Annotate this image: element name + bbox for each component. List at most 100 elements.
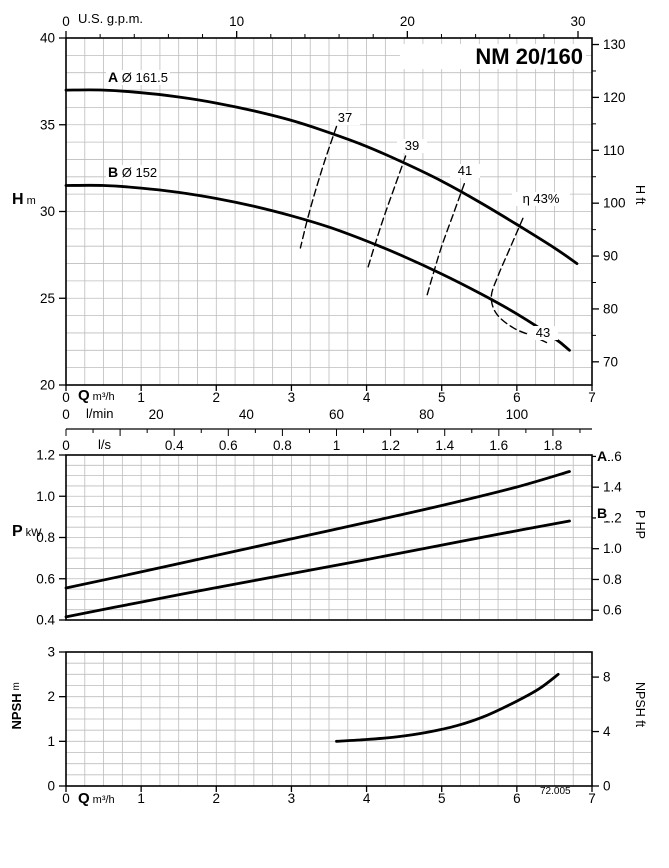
power-hp-tick-label: 0.6: [603, 603, 622, 618]
flow-axis-unit-bottom: m³/h: [92, 794, 115, 806]
q-tick-label: 7: [588, 791, 596, 806]
power-axis-unit: kW: [25, 527, 42, 539]
head-ft-tick-label: 130: [603, 37, 626, 52]
power-kw-tick-label: 0.6: [36, 571, 55, 586]
q-tick-label: 5: [438, 390, 446, 405]
q-tick-label: 1: [137, 791, 145, 806]
curve-a-letter: A: [108, 69, 119, 85]
npsh-chart: 0 1 2 3 0 4 8 0 1 2 3 4 5 6 7: [47, 645, 611, 807]
head-ft-tick-label: 90: [603, 249, 618, 264]
npsh-m-tick-label: 3: [47, 645, 55, 660]
flow-axis-symbol: Q: [78, 387, 90, 404]
power-kw-tick-label: 0.4: [36, 613, 55, 628]
power-curve-A: [64, 470, 571, 590]
q-tick-label: 6: [513, 390, 521, 405]
power-kw-tick-label: 1.2: [36, 448, 55, 463]
curve-a-label: A Ø 161.5: [106, 69, 171, 85]
power-hp-tick-label: 1.0: [603, 541, 622, 556]
lmin-tick-label: 80: [419, 407, 434, 422]
curve-b-diameter: Ø 152: [121, 165, 158, 180]
efficiency-line-37: [299, 125, 338, 249]
head-axis-symbol: H: [12, 191, 24, 208]
q-tick-label: 3: [288, 390, 296, 405]
gpm-tick-label: 10: [229, 14, 244, 29]
npsh-axis-label: NPSH m: [9, 682, 24, 729]
q-tick-label: 7: [588, 390, 596, 405]
head-m-tick-label: 20: [40, 378, 55, 393]
curve-A: [64, 88, 579, 265]
gpm-axis-label: U.S. g.p.m.: [78, 11, 144, 26]
efficiency-label-39: 39: [397, 139, 427, 153]
ls-tick-label: 0.6: [219, 438, 238, 453]
power-curve-b-label: B: [596, 505, 609, 521]
gpm-tick-label: 30: [570, 14, 585, 29]
q-tick-label: 0: [62, 791, 70, 806]
flow-axis-symbol-bottom: Q: [78, 790, 90, 807]
ls-tick-label: 0: [62, 438, 70, 453]
q-tick-label: 2: [213, 390, 221, 405]
curve-b-letter: B: [108, 164, 119, 180]
power-axis-symbol: P: [12, 523, 23, 540]
ls-tick-label: 1.4: [435, 438, 454, 453]
efficiency-label-eta-43: η 43%: [512, 192, 570, 206]
gpm-tick-label: 20: [400, 14, 415, 29]
plot-border: [65, 651, 593, 787]
npsh-ft-tick-label: 0: [603, 779, 611, 794]
flow-axis-unit: m³/h: [92, 391, 115, 403]
efficiency-label-43: 43: [528, 326, 558, 340]
head-ft-tick-label: 110: [603, 143, 625, 158]
power-chart: 0.40.60.81.01.20.60.81.01.21.41.6: [36, 448, 622, 628]
head-ft-tick-label: 80: [603, 301, 618, 316]
lmin-tick-label: 60: [329, 407, 344, 422]
lmin-tick-label: 0: [62, 407, 70, 422]
efficiency-label-37: 37: [330, 111, 360, 125]
npsh-curve: [335, 672, 560, 743]
reference-number: 72.005: [540, 786, 571, 797]
power-hp-tick-label: 0.8: [603, 572, 622, 587]
power-kw-tick-label: 1.0: [36, 489, 55, 504]
npsh-m-tick-label: 0: [47, 779, 55, 794]
lmin-tick-label: 40: [239, 407, 254, 422]
head-ft-tick-label: 100: [603, 196, 626, 211]
ls-tick-label: 1.2: [381, 438, 400, 453]
q-tick-label: 0: [62, 390, 70, 405]
q-tick-label: 3: [288, 791, 296, 806]
curve-a-diameter: Ø 161.5: [121, 70, 169, 85]
ls-tick-label: 1.8: [544, 438, 563, 453]
power-kw-tick-label: 0.8: [36, 530, 55, 545]
efficiency-label-41: 41: [450, 164, 480, 178]
chart-title: NM 20/160: [400, 44, 586, 70]
head-axis-unit: m: [26, 195, 36, 207]
npsh-m-tick-label: 2: [47, 689, 55, 704]
ls-tick-label: 1: [333, 438, 341, 453]
lmin-tick-label: 100: [506, 407, 529, 422]
q-tick-label: 6: [513, 791, 521, 806]
head-m-tick-label: 25: [40, 291, 55, 306]
npsh-ft-tick-label: 8: [603, 670, 611, 685]
q-tick-label: 4: [363, 390, 371, 405]
head-ft-tick-label: 120: [603, 90, 626, 105]
head-m-tick-label: 35: [40, 117, 55, 132]
power-hp-axis-label: P HP: [633, 510, 648, 539]
q-tick-label: 2: [213, 791, 221, 806]
npsh-ft-axis-label: NPSH ft: [633, 682, 648, 728]
q-tick-label: 4: [363, 791, 371, 806]
power-hp-tick-label: 1.4: [603, 480, 622, 495]
power-curve-B: [64, 519, 571, 619]
q-tick-label: 5: [438, 791, 446, 806]
ls-tick-label: 0.8: [273, 438, 292, 453]
head-ft-axis-label: H ft: [633, 185, 648, 205]
power-curve-a-label: A: [596, 448, 609, 464]
head-m-tick-label: 40: [40, 31, 55, 46]
npsh-m-tick-label: 1: [47, 734, 55, 749]
efficiency-line-41: [426, 183, 465, 298]
lmin-tick-label: 20: [149, 407, 164, 422]
head-m-tick-label: 30: [40, 204, 55, 219]
ls-axis-label: l/s: [98, 437, 111, 452]
efficiency-line-39: [367, 155, 407, 268]
